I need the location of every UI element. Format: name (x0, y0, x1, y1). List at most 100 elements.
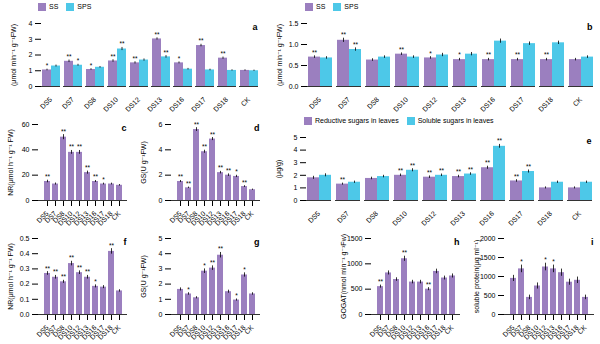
svg-text:**: ** (497, 137, 503, 144)
svg-text:**: ** (544, 51, 550, 58)
svg-text:**: ** (426, 281, 432, 288)
svg-text:DS5: DS5 (307, 210, 322, 225)
svg-text:**: ** (154, 31, 160, 38)
svg-text:d: d (254, 123, 260, 133)
svg-text:b: b (587, 22, 593, 32)
svg-text:2: 2 (294, 172, 298, 179)
svg-text:4: 4 (29, 20, 33, 27)
svg-text:GS(U g⁻¹FW): GS(U g⁻¹FW) (140, 141, 148, 184)
svg-text:500: 500 (484, 292, 496, 299)
svg-text:**: ** (69, 143, 75, 150)
svg-text:DS18: DS18 (212, 96, 229, 113)
svg-text:CK: CK (243, 209, 255, 221)
svg-text:*: * (90, 62, 93, 69)
svg-text:**: ** (85, 268, 91, 275)
svg-text:**: ** (194, 121, 200, 128)
svg-text:*: * (203, 262, 206, 269)
svg-text:*: * (94, 278, 97, 285)
svg-text:3: 3 (29, 35, 33, 42)
svg-text:*: * (429, 50, 432, 57)
svg-text:*: * (187, 286, 190, 293)
svg-text:DS18: DS18 (536, 210, 553, 227)
svg-text:2000: 2000 (480, 235, 496, 242)
svg-text:500: 500 (351, 285, 363, 292)
svg-text:*: * (235, 168, 238, 175)
svg-text:0.1: 0.1 (20, 296, 30, 303)
svg-text:**: ** (485, 159, 491, 166)
svg-text:DS8: DS8 (366, 96, 381, 111)
svg-text:**: ** (93, 173, 99, 180)
svg-text:**: ** (468, 166, 474, 173)
svg-text:DS8: DS8 (83, 96, 98, 111)
svg-text:**: ** (486, 51, 492, 58)
svg-text:**: ** (514, 173, 520, 180)
svg-text:20: 20 (22, 171, 30, 178)
svg-text:0: 0 (159, 197, 163, 204)
svg-text:CK: CK (570, 209, 582, 221)
svg-text:**: ** (119, 40, 125, 47)
svg-text:DS8: DS8 (365, 210, 380, 225)
svg-text:DS18: DS18 (537, 96, 554, 113)
svg-text:1: 1 (294, 184, 298, 191)
svg-text:**: ** (45, 265, 51, 272)
svg-text:4: 4 (294, 146, 298, 153)
svg-text:(μmol min⁻¹ g⁻¹FW): (μmol min⁻¹ g⁻¹FW) (10, 24, 18, 86)
svg-text:**: ** (163, 49, 169, 56)
svg-text:**: ** (66, 53, 72, 60)
svg-text:0.5: 0.5 (289, 62, 299, 69)
svg-text:**: ** (85, 164, 91, 171)
svg-text:**: ** (341, 31, 347, 38)
svg-text:1500: 1500 (347, 235, 363, 242)
svg-text:*: * (77, 57, 80, 64)
svg-text:**: ** (61, 273, 67, 280)
svg-text:**: ** (110, 53, 116, 60)
svg-text:0.5: 0.5 (20, 235, 30, 242)
svg-text:**: ** (402, 249, 408, 256)
svg-text:**: ** (218, 164, 224, 171)
svg-text:0.3: 0.3 (20, 265, 30, 272)
svg-text:DS10: DS10 (102, 96, 119, 113)
svg-text:CK: CK (110, 323, 122, 335)
svg-text:**: ** (210, 259, 216, 266)
svg-text:**: ** (398, 167, 404, 174)
svg-text:DS12: DS12 (421, 96, 438, 113)
svg-text:CK: CK (239, 95, 251, 107)
svg-text:h: h (454, 237, 460, 247)
svg-text:DS17: DS17 (507, 210, 524, 227)
svg-text:**: ** (109, 242, 115, 249)
svg-text:CK: CK (110, 209, 122, 221)
svg-text:3: 3 (159, 265, 163, 272)
svg-text:2: 2 (159, 171, 163, 178)
svg-text:**: ** (439, 167, 445, 174)
svg-text:0: 0 (492, 311, 496, 318)
svg-text:**: ** (210, 131, 216, 138)
svg-text:5: 5 (159, 235, 163, 242)
svg-text:4: 4 (159, 250, 163, 257)
svg-text:**: ** (77, 143, 83, 150)
svg-text:**: ** (456, 168, 462, 175)
svg-text:*: * (552, 258, 555, 265)
svg-text:4: 4 (159, 146, 163, 153)
svg-text:DS12: DS12 (420, 210, 437, 227)
svg-text:**: ** (202, 143, 208, 150)
svg-text:**: ** (312, 49, 318, 56)
svg-text:**: ** (53, 268, 59, 275)
svg-text:5: 5 (294, 134, 298, 141)
svg-text:(μmol min⁻¹ g⁻¹FW): (μmol min⁻¹ g⁻¹FW) (276, 24, 284, 86)
svg-text:DS17: DS17 (190, 96, 207, 113)
svg-text:**: ** (198, 37, 204, 44)
svg-text:**: ** (220, 50, 226, 57)
svg-text:DS5: DS5 (39, 96, 54, 111)
svg-text:DS16: DS16 (479, 96, 496, 113)
svg-text:3: 3 (294, 159, 298, 166)
svg-text:NR(μmol h⁻¹ g⁻¹ FW): NR(μmol h⁻¹ g⁻¹ FW) (7, 243, 15, 310)
svg-text:1: 1 (159, 296, 163, 303)
svg-text:f: f (124, 237, 128, 247)
svg-text:**: ** (427, 169, 433, 176)
svg-text:GOGAT(nmol min⁻¹ g⁻¹Fw): GOGAT(nmol min⁻¹ g⁻¹Fw) (340, 234, 348, 319)
svg-text:1.0: 1.0 (289, 41, 299, 48)
svg-text:1.5: 1.5 (289, 20, 299, 27)
svg-text:**: ** (410, 162, 416, 169)
svg-text:60: 60 (22, 121, 30, 128)
svg-text:DS12: DS12 (124, 96, 141, 113)
